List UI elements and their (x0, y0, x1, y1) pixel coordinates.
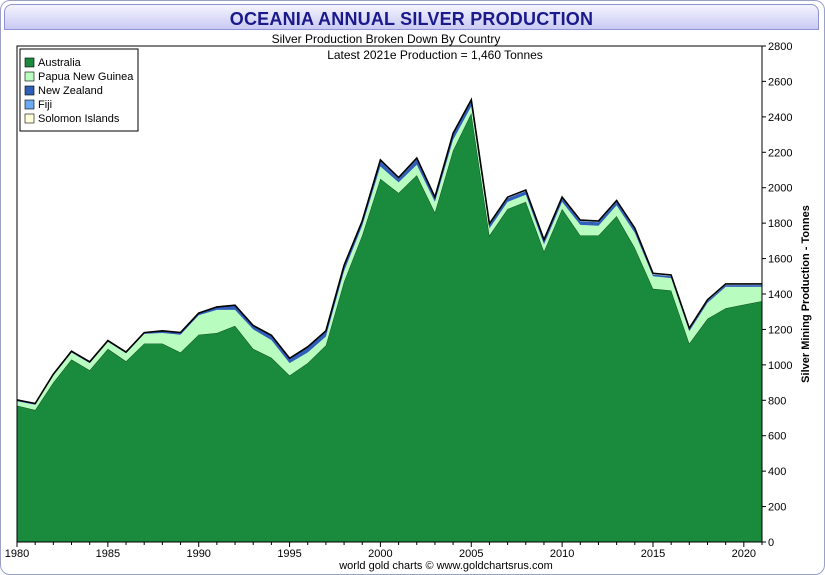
legend-label: New Zealand (38, 85, 103, 97)
y-tick-label: 1000 (768, 360, 792, 372)
x-tick-label: 2005 (459, 548, 483, 560)
y-tick-label: 1600 (768, 254, 792, 266)
x-tick-label: 1980 (5, 548, 29, 560)
y-tick-label: 2600 (768, 76, 792, 88)
x-tick-label: 2015 (641, 548, 665, 560)
y-axis-label: Silver Mining Production - Tonnes (800, 205, 812, 383)
x-axis: 1980 1985 1990 1995 2000 2005 2010 2015 2020 (5, 542, 763, 560)
total-outline (16, 97, 762, 405)
x-tick-label: 1985 (96, 548, 120, 560)
legend: Australia Papua New Guinea New Zealand Fiji… (19, 48, 139, 132)
legend-label: Australia (38, 57, 82, 69)
x-tick-label: 2010 (550, 548, 574, 560)
y-tick-label: 200 (768, 502, 786, 514)
legend-swatch (24, 71, 35, 82)
stacked-areas (16, 97, 763, 543)
y-tick-label: 0 (768, 537, 774, 549)
y-axis: 0 200 400 600 800 1000 1200 1400 1600 1800 2000 220… (762, 41, 792, 549)
legend-swatch (24, 113, 35, 124)
chart-title: OCEANIA ANNUAL SILVER PRODUCTION (229, 9, 594, 29)
y-tick-label: 2000 (768, 183, 792, 195)
y-tick-label: 1800 (768, 218, 792, 230)
credit-text: world gold charts © www.goldchartsrus.co… (338, 560, 553, 572)
title-bar: OCEANIA ANNUAL SILVER PRODUCTION (4, 4, 819, 30)
legend-swatch (24, 99, 35, 110)
legend-swatch (24, 85, 35, 96)
y-tick-label: 400 (768, 466, 786, 478)
area-papua-new-guinea (17, 106, 762, 410)
x-tick-label: 1995 (277, 548, 301, 560)
y-tick-label: 2800 (768, 41, 792, 53)
legend-label: Papua New Guinea (38, 71, 134, 83)
y-tick-label: 1400 (768, 289, 792, 301)
y-tick-label: 2200 (768, 147, 792, 159)
legend-label: Solomon Islands (38, 113, 120, 125)
chart-subtitle-latest: Latest 2021e Production = 1,460 Tonnes (327, 48, 543, 62)
legend-swatch (24, 57, 35, 68)
legend-box (19, 48, 139, 132)
y-tick-label: 1200 (768, 324, 792, 336)
x-tick-label: 1990 (186, 548, 210, 560)
y-tick-label: 600 (768, 431, 786, 443)
x-tick-label: 2020 (732, 548, 756, 560)
legend-label: Fiji (38, 99, 52, 111)
x-tick-label: 2000 (368, 548, 392, 560)
y-tick-label: 2400 (768, 112, 792, 124)
y-tick-label: 800 (768, 395, 786, 407)
chart-subtitle: Silver Production Broken Down By Country (272, 32, 501, 46)
